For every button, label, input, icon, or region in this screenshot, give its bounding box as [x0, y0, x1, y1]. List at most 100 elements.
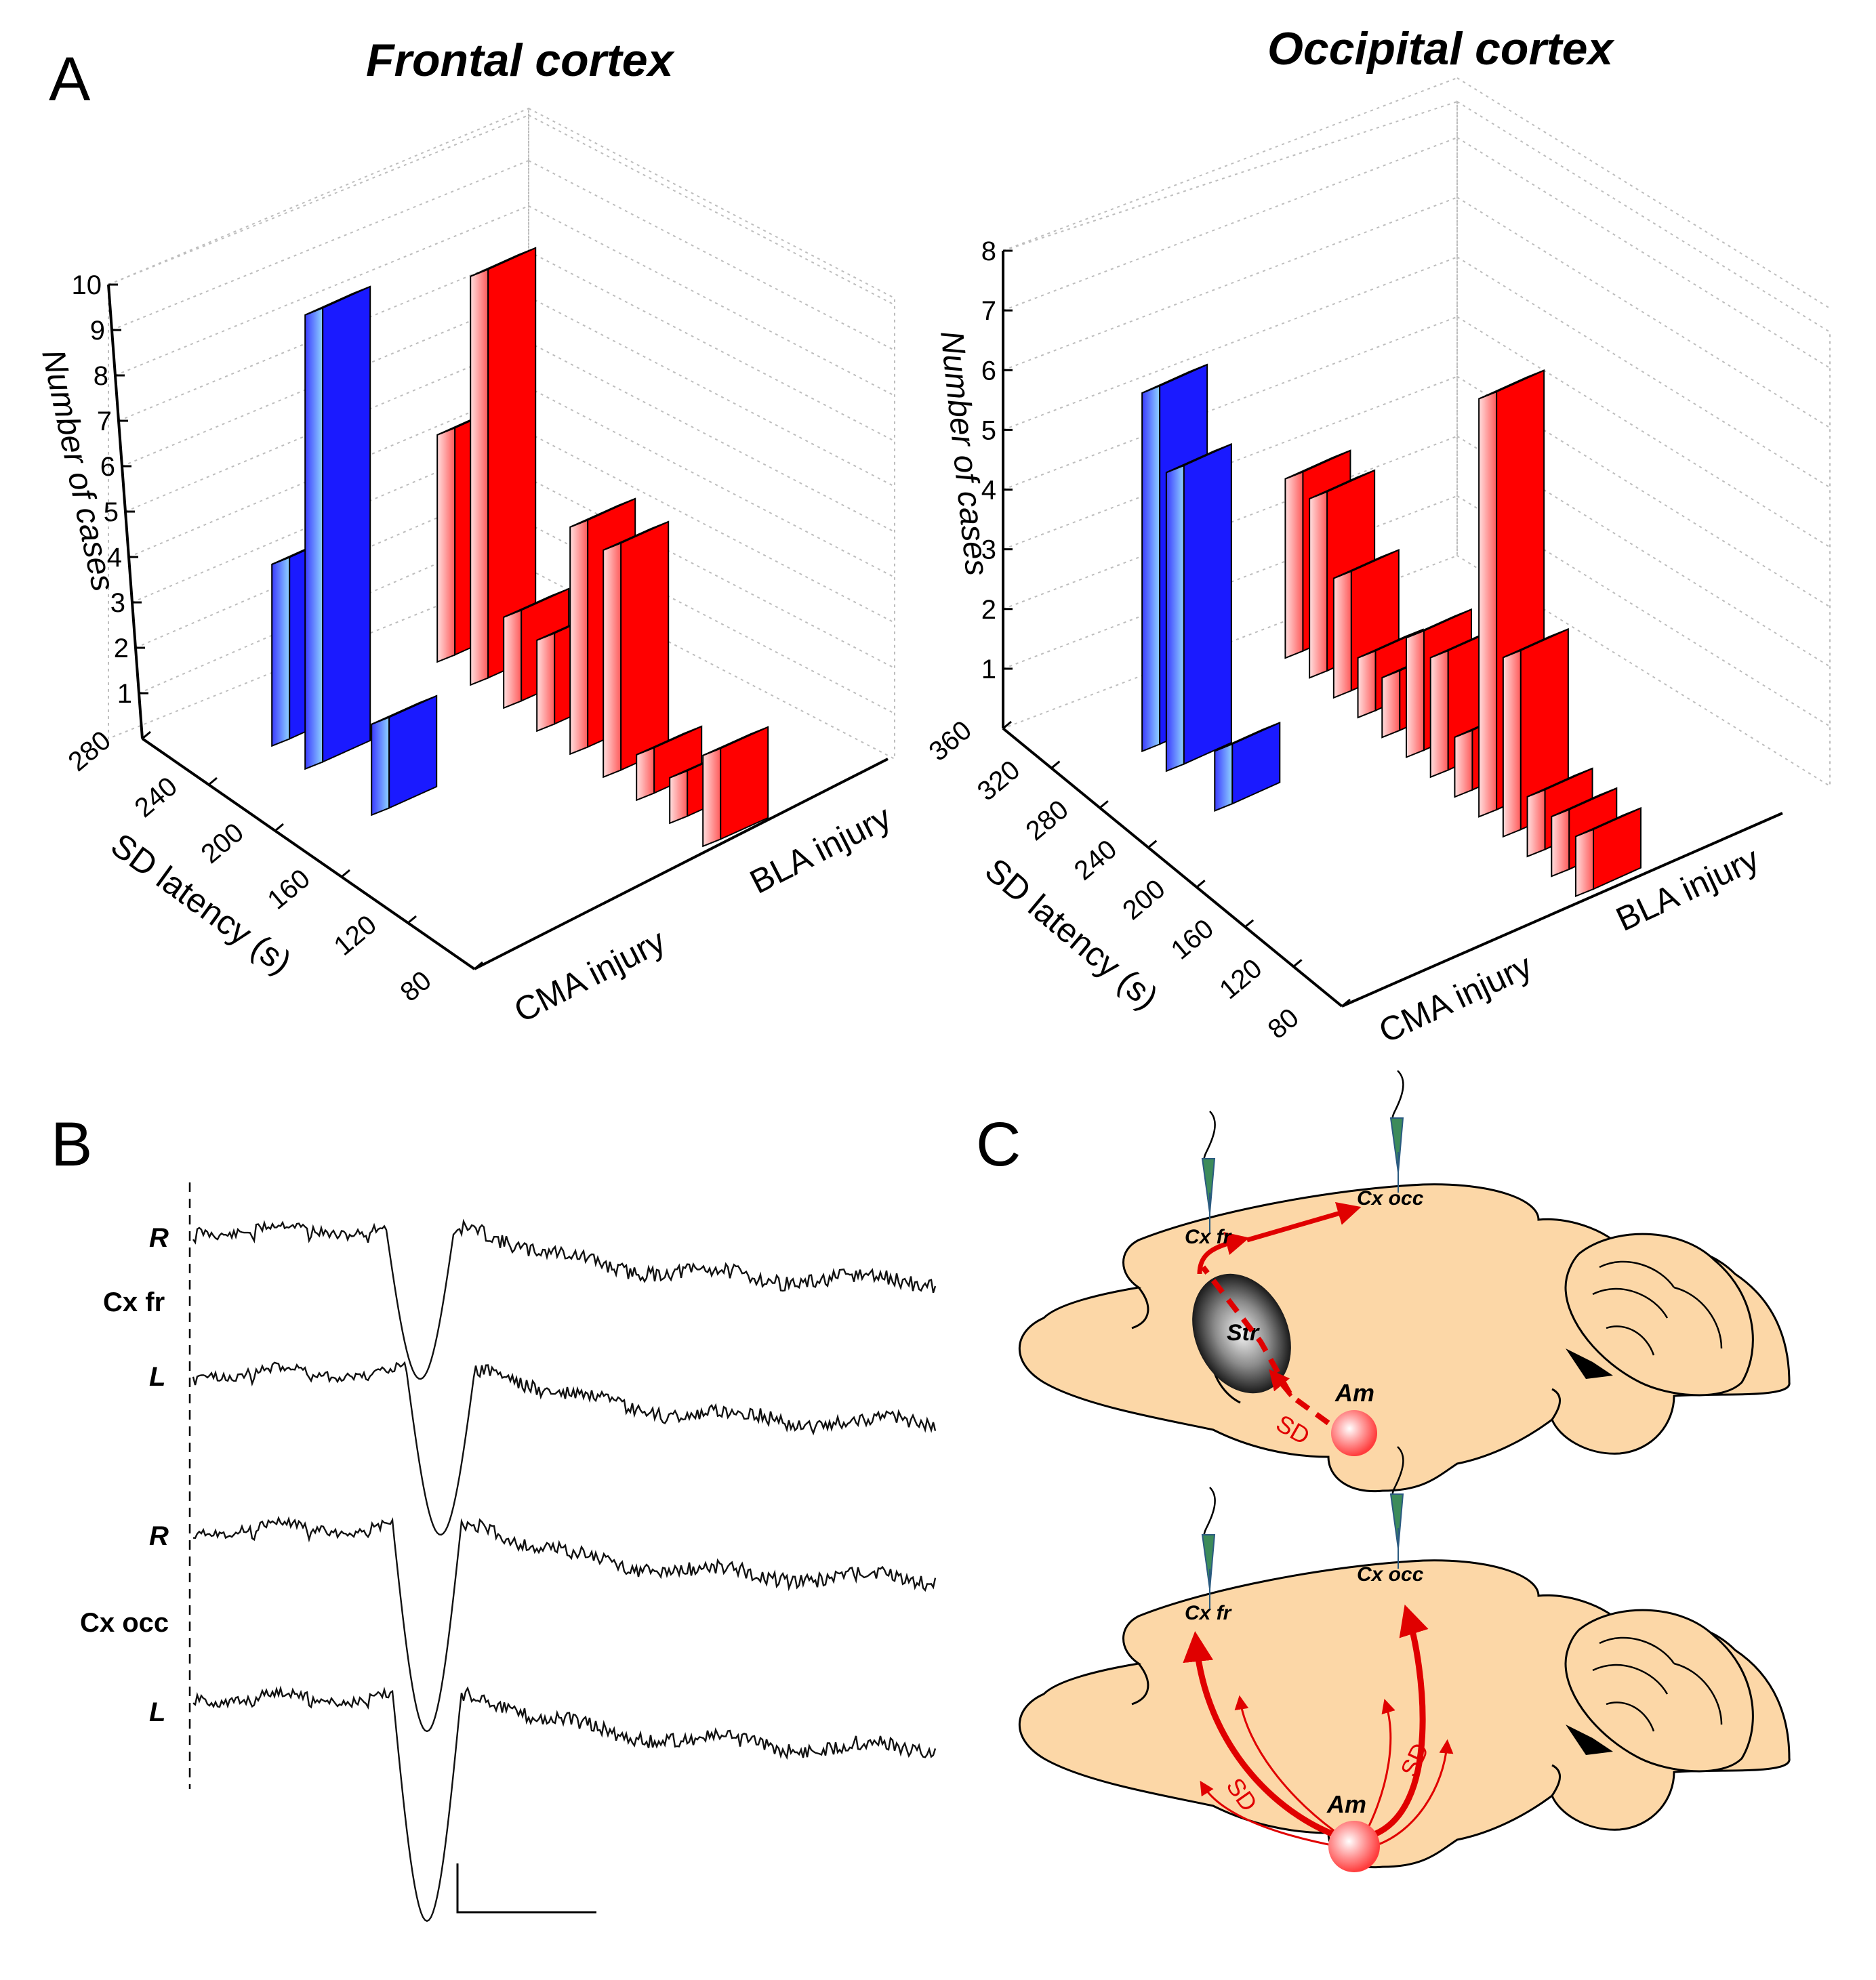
label-am: Am: [1334, 1379, 1374, 1407]
back-wall-left: [1002, 100, 1458, 730]
gridline: [111, 160, 529, 331]
x-tick-mark: [1051, 760, 1061, 769]
chart-occipital-cortex: Occipital cortex 1 2 3 4 5 6 7 8 36032028024020…: [924, 23, 1831, 1050]
label-cx-fr: Cx fr: [1185, 1602, 1233, 1624]
back-wall-right: [1456, 100, 1831, 787]
gridline: [1002, 197, 1458, 371]
sd-arrow-up: [1269, 1369, 1293, 1397]
electrode-fr: [1201, 1534, 1216, 1590]
brain-diagram-bottom: Am SD SD Cx fr Cx occ: [1018, 1446, 1791, 1872]
group-label-cx-fr: Cx fr: [103, 1287, 165, 1317]
y-tick-label: 4: [981, 476, 996, 506]
x-tick-label: 160: [262, 863, 316, 915]
bar: [1214, 721, 1281, 812]
y-tick-label: 1: [981, 655, 996, 684]
category-label-cma: CMA injury: [508, 922, 672, 1030]
electrode-fr: [1201, 1158, 1216, 1214]
gridline: [1002, 77, 1458, 251]
sd-path-thick-occ: [1368, 1604, 1429, 1840]
trace-cx-occ-r: [192, 1515, 937, 1733]
bar: [304, 285, 371, 770]
gridline: [528, 432, 895, 623]
sd-arrow-cx: [1197, 1232, 1250, 1275]
bar: [1575, 806, 1642, 897]
gridline: [121, 296, 529, 467]
gridline: [1456, 77, 1831, 309]
chart-title: Occipital cortex: [1267, 23, 1615, 75]
x-tick-mark: [1002, 720, 1012, 730]
bar: [702, 726, 769, 848]
x-tick-mark: [1292, 959, 1303, 968]
y-tick-label: 8: [94, 361, 108, 391]
brain-sulcus: [1131, 1663, 1149, 1706]
cerebellum: [1564, 1609, 1754, 1773]
y-ticks: 1 2 3 4 5 6 7 8: [981, 236, 1013, 684]
y-tick-label: 6: [100, 452, 115, 482]
x-tick-label: 120: [329, 909, 382, 962]
x-tick-mark: [274, 823, 284, 832]
y-tick-label: 5: [981, 415, 996, 445]
x-axis: [1002, 727, 1343, 1008]
sd-arrow-occ: [1246, 1202, 1362, 1243]
x-tick-label: 80: [1263, 1003, 1305, 1045]
y-tick-label: 3: [110, 588, 125, 618]
x-tick-label: 80: [395, 966, 437, 1008]
trace-cx-fr-l: [192, 1361, 937, 1536]
x-tick-mark: [1196, 880, 1206, 888]
sd-path-thin: [1200, 1780, 1339, 1848]
y-tick-label: 8: [981, 236, 996, 266]
bar: [1502, 627, 1569, 838]
gridline: [528, 205, 895, 396]
bars: [1141, 363, 1642, 897]
label-am: Am: [1326, 1790, 1366, 1818]
x-tick-label: 160: [1166, 913, 1219, 966]
category-axis: [1341, 812, 1783, 1008]
panel-letter-c: C: [976, 1110, 1021, 1179]
electrode-occ: [1389, 1117, 1404, 1173]
gridline: [528, 342, 895, 533]
trace-label-r-fr: R: [149, 1223, 169, 1253]
y-tick-label: 7: [981, 296, 996, 326]
panel-letter-b: B: [51, 1110, 92, 1179]
gridline: [1456, 375, 1831, 608]
y-tick-label: 1: [117, 679, 132, 709]
gridline: [528, 160, 895, 351]
bar: [371, 695, 438, 817]
label-cx-occ: Cx occ: [1357, 1187, 1424, 1210]
x-tick-label: 200: [1117, 874, 1170, 926]
cerebellum: [1564, 1233, 1754, 1397]
y-tick-label: 5: [104, 497, 119, 527]
gridline: [108, 115, 529, 285]
chart-title: Frontal cortex: [366, 35, 676, 86]
x-tick-label: 360: [924, 715, 977, 767]
gridline: [1456, 256, 1831, 489]
x-tick-mark: [1099, 800, 1109, 809]
y-tick-label: 2: [981, 595, 996, 625]
sd-path-thin: [1234, 1695, 1343, 1838]
y-tick-label: 7: [97, 407, 112, 436]
x-tick-mark: [474, 961, 483, 970]
bar: [470, 247, 537, 686]
brain-sulcus: [1131, 1287, 1149, 1329]
x-tick-mark: [341, 869, 350, 878]
panel-letter-a: A: [49, 45, 91, 114]
gridline: [528, 115, 895, 306]
y-tick-label: 4: [107, 543, 122, 573]
sd-path-dashed: [1200, 1265, 1330, 1426]
gridlines: [1002, 77, 1831, 727]
bars: [271, 247, 769, 848]
y-tick-label: 10: [72, 270, 102, 300]
cerebellum-folia: [1592, 1636, 1723, 1732]
scale-bar: [456, 1863, 596, 1914]
category-label-cma: CMA injury: [1373, 947, 1538, 1050]
brainstem-dark: [1566, 1725, 1613, 1755]
x-tick-label: 120: [1214, 953, 1267, 1006]
x-axis-label: SD latency (s): [978, 851, 1166, 1017]
trace-cx-occ-l: [192, 1685, 937, 1922]
gridline: [1456, 137, 1831, 369]
x-tick-mark: [208, 777, 218, 786]
gridline: [1456, 197, 1831, 429]
electrode-occ: [1389, 1493, 1404, 1549]
